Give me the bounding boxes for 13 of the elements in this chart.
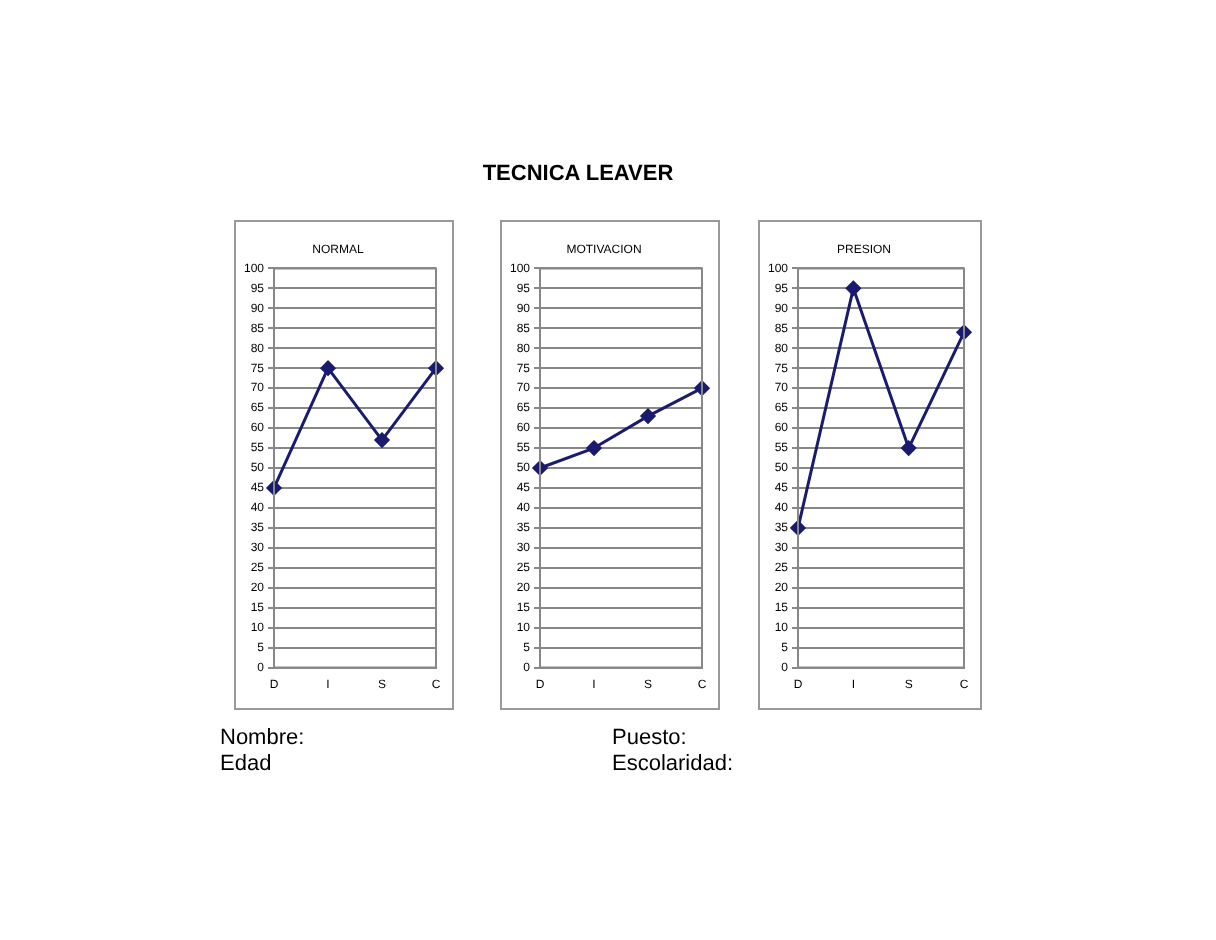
point: [374, 432, 390, 448]
text: Edad: [220, 752, 272, 776]
text: Escolaridad:: [612, 752, 734, 776]
point: [586, 440, 602, 456]
point: [266, 480, 282, 496]
point: [640, 408, 656, 424]
point: [320, 360, 336, 376]
point: [901, 440, 917, 456]
text: Nombre:: [220, 726, 305, 750]
point: [532, 460, 548, 476]
text: TECNICA LEAVER: [482, 162, 674, 186]
text: Puesto:: [612, 726, 687, 750]
point: [845, 280, 861, 296]
